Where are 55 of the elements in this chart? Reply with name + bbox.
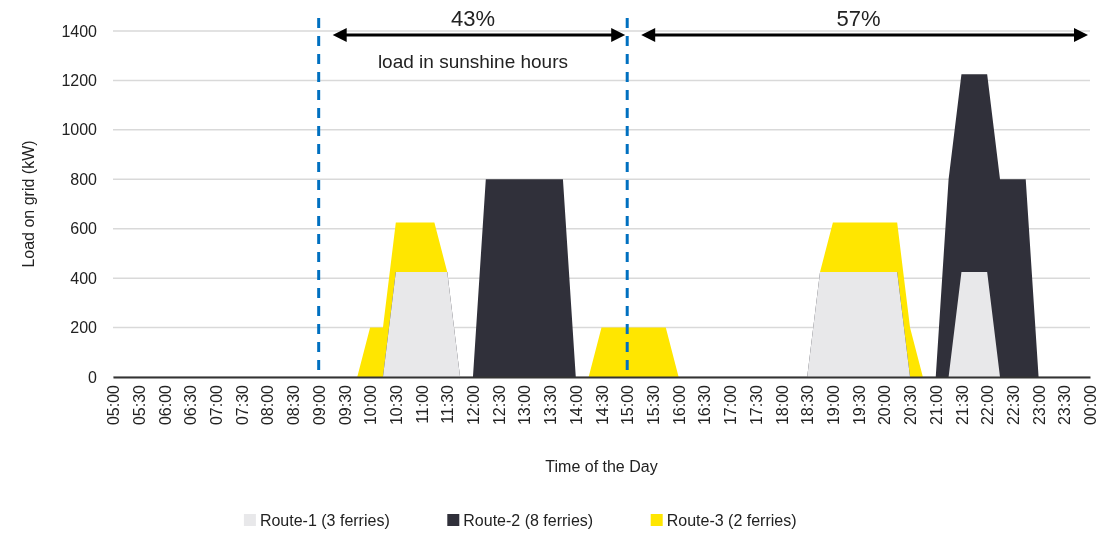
x-tick-label: 23:00	[1030, 384, 1048, 426]
annotation: load in sunshine hours	[377, 51, 569, 72]
y-tick-label: 0	[88, 368, 98, 386]
x-tick-label: 09:00	[310, 384, 328, 426]
x-tick-label: 21:30	[953, 384, 971, 426]
x-tick-label: 07:00	[207, 384, 225, 426]
x-tick-label: 06:30	[182, 384, 200, 426]
x-tick-label: 15:30	[645, 384, 663, 426]
x-tick-label: 20:00	[876, 384, 894, 426]
y-tick-label: 400	[70, 269, 98, 287]
x-tick-label: 16:30	[696, 384, 714, 426]
x-tick-label: 13:30	[542, 384, 560, 426]
x-tick-label: 10:30	[387, 384, 405, 426]
x-tick-label: 17:30	[747, 384, 765, 426]
x-tick-label: 16:00	[670, 384, 688, 426]
legend-label: Route-3 (2 ferries)	[666, 512, 797, 529]
x-tick-label: 14:30	[593, 384, 611, 426]
x-tick-label: 12:30	[490, 384, 508, 426]
y-tick-label: 1000	[61, 121, 98, 139]
x-tick-label: 11:00	[413, 384, 431, 424]
x-axis-title: Time of the Day	[545, 458, 658, 475]
x-tick-label: 19:00	[824, 384, 842, 426]
x-tick-label: 08:30	[285, 384, 303, 426]
x-tick-label: 12:00	[465, 384, 483, 426]
legend-label: Route-2 (8 ferries)	[463, 512, 594, 529]
text: 43%	[450, 6, 495, 31]
y-tick-label: 200	[70, 319, 98, 337]
x-tick-label: 13:00	[516, 384, 534, 426]
y-tick-label: 600	[70, 220, 98, 238]
x-tick-label: 07:30	[233, 384, 251, 426]
x-tick-label: 22:00	[979, 384, 997, 426]
x-tick-label: 05:30	[130, 384, 148, 426]
x-tick-label: 09:30	[336, 384, 354, 426]
y-tick-label: 1200	[61, 72, 98, 90]
x-tick-label: 10:00	[362, 384, 380, 426]
text: 57%	[836, 6, 881, 31]
x-tick-label: 18:30	[799, 384, 817, 426]
x-tick-label: 19:30	[850, 384, 868, 426]
y-tick-label: 1400	[61, 22, 98, 40]
y-tick-label: 800	[70, 170, 98, 188]
x-tick-label: 08:00	[259, 384, 277, 426]
x-tick-label: 20:30	[902, 384, 920, 426]
legend-label: Route-1 (3 ferries)	[259, 512, 390, 529]
x-tick-label: 05:00	[105, 384, 123, 426]
x-tick-label: 18:00	[773, 384, 791, 426]
x-tick-label: 11:30	[439, 384, 457, 424]
y-axis-title: Load on grid (kW)	[20, 140, 37, 268]
x-tick-label: 00:00	[1082, 384, 1098, 426]
x-tick-label: 17:00	[722, 384, 740, 426]
x-tick-label: 21:00	[927, 384, 945, 426]
x-tick-label: 22:30	[1004, 384, 1022, 426]
x-tick-label: 15:00	[619, 384, 637, 426]
x-tick-label: 23:30	[1056, 384, 1074, 426]
x-tick-label: 06:00	[156, 384, 174, 426]
x-tick-label: 14:00	[567, 384, 585, 426]
